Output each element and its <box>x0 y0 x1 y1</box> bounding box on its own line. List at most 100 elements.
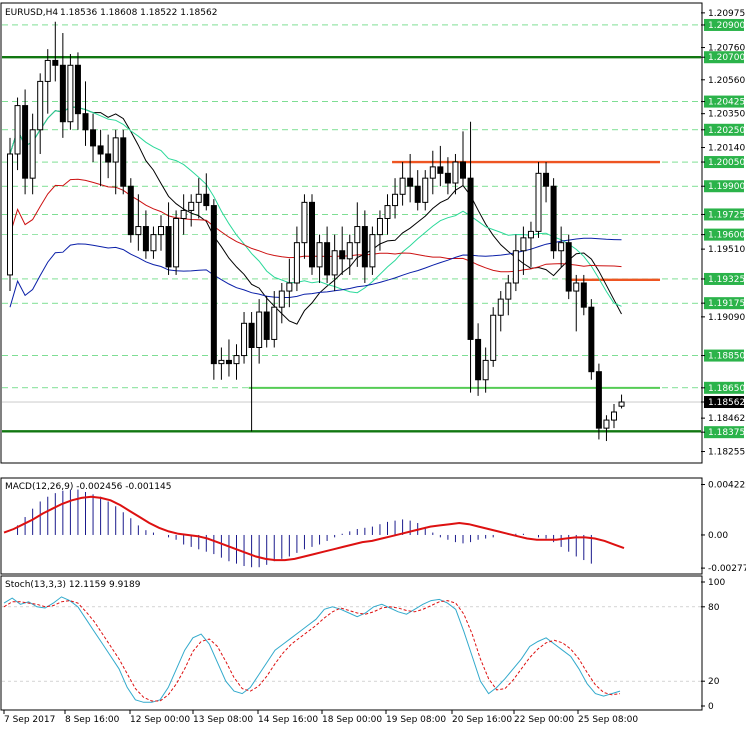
candle-body <box>331 250 338 276</box>
macd-indicator <box>3 489 625 568</box>
stoch-panel <box>0 575 703 711</box>
candle-body <box>127 185 134 236</box>
ma-medium-line <box>9 106 622 307</box>
candle-body <box>7 153 13 276</box>
candle-body <box>158 226 164 236</box>
price-tag-bg <box>704 349 744 362</box>
candle-body <box>150 234 157 252</box>
macd-title: MACD(12,26,9) -0.002456 -0.001145 <box>5 482 171 492</box>
price-tag-bg <box>704 208 744 221</box>
candle-body <box>59 64 66 123</box>
price-tick-label: 1.19600 <box>708 231 745 241</box>
candle-body <box>573 282 580 292</box>
candle-body <box>90 129 97 147</box>
price-tag-bg <box>704 123 744 136</box>
candle-body <box>580 282 587 308</box>
candle-body <box>165 226 172 268</box>
candlesticks <box>7 21 625 442</box>
price-tick-label: 1.20700 <box>708 53 745 63</box>
candle-body <box>558 242 565 252</box>
macd-signal-line <box>3 495 625 562</box>
candle-body <box>414 185 421 203</box>
candle-body <box>142 226 149 252</box>
candle-body <box>52 59 59 66</box>
price-tag-bg <box>704 51 744 64</box>
price-tick-label: 1.20975 <box>708 9 745 19</box>
candle-body <box>460 161 466 179</box>
candle-body <box>437 166 444 174</box>
candle-body <box>225 359 232 365</box>
price-levels <box>2 56 701 433</box>
candle-body <box>256 311 263 348</box>
ma-slow-line <box>9 178 622 273</box>
candle-body <box>422 177 429 203</box>
price-tick-label: 1.19175 <box>708 299 745 309</box>
candle-body <box>611 411 617 421</box>
candle-body <box>316 242 323 268</box>
candle-body <box>173 217 180 268</box>
candle-body <box>309 201 315 268</box>
candle-body <box>263 311 270 340</box>
candle-body <box>444 172 451 184</box>
price-tick-label: 1.20140 <box>708 144 745 154</box>
candle-body <box>293 242 300 284</box>
candle-body <box>218 359 225 365</box>
candle-body <box>203 193 210 207</box>
candle-body <box>543 172 550 187</box>
ma-long-line <box>9 237 622 308</box>
candle-body <box>82 113 89 131</box>
candle-body <box>241 322 248 357</box>
macd-panel <box>0 477 703 575</box>
price-tick-label: 1.18375 <box>708 428 745 438</box>
candle-body <box>339 250 346 260</box>
candle-body <box>512 250 519 284</box>
macd-tick-label: 0.00 <box>708 531 728 541</box>
time-tick-label: 13 Sep 08:00 <box>193 715 253 725</box>
candle-body <box>286 282 293 292</box>
price-tick-label: 1.18462 <box>708 414 745 424</box>
candle-body <box>354 226 361 244</box>
price-tag-bg <box>704 156 744 169</box>
candle-body <box>535 172 542 232</box>
candle-body <box>497 298 504 316</box>
candle-body <box>210 205 217 365</box>
candle-body <box>29 129 36 179</box>
candle-body <box>369 234 376 268</box>
candle-body <box>195 193 202 203</box>
time-tick-label: 20 Sep 16:00 <box>452 715 512 725</box>
stoch-tick-label: 0 <box>708 702 714 712</box>
candle-body <box>324 242 331 276</box>
stoch-axis: 100 80 20 0 <box>701 578 725 712</box>
candle-body <box>346 242 353 260</box>
price-tick-label: 1.19725 <box>708 210 745 220</box>
moving-averages <box>9 106 622 325</box>
price-tick-label: 1.20250 <box>708 126 745 136</box>
stoch-tick-label: 20 <box>708 677 720 687</box>
time-tick-label: 22 Sep 00:00 <box>514 715 574 725</box>
price-tick-label: 1.18255 <box>708 448 745 458</box>
candle-body <box>37 80 44 131</box>
candle-body <box>301 201 308 244</box>
macd-tick-label: 0.004222 <box>708 481 746 491</box>
candle-body <box>188 201 195 211</box>
candle-body <box>233 355 240 365</box>
candle-body <box>67 64 74 123</box>
price-tag-bg <box>704 396 744 409</box>
candle-body <box>384 205 391 219</box>
candle-body <box>97 145 104 155</box>
price-tick-label: 1.20900 <box>708 21 745 31</box>
candle-body <box>180 209 187 219</box>
macd-tick-label: -0.002774 <box>708 564 746 574</box>
candle-body <box>74 64 81 115</box>
candle-body <box>595 371 602 429</box>
candle-body <box>452 161 459 184</box>
price-tick-label: 1.19900 <box>708 182 745 192</box>
candle-body <box>135 226 142 236</box>
stoch-tick-label: 80 <box>708 603 720 613</box>
price-tag-bg <box>704 228 744 241</box>
candle-body <box>490 314 497 361</box>
candle-body <box>407 177 414 187</box>
time-tick-label: 19 Sep 08:00 <box>386 715 446 725</box>
price-tag-bg <box>704 426 744 439</box>
